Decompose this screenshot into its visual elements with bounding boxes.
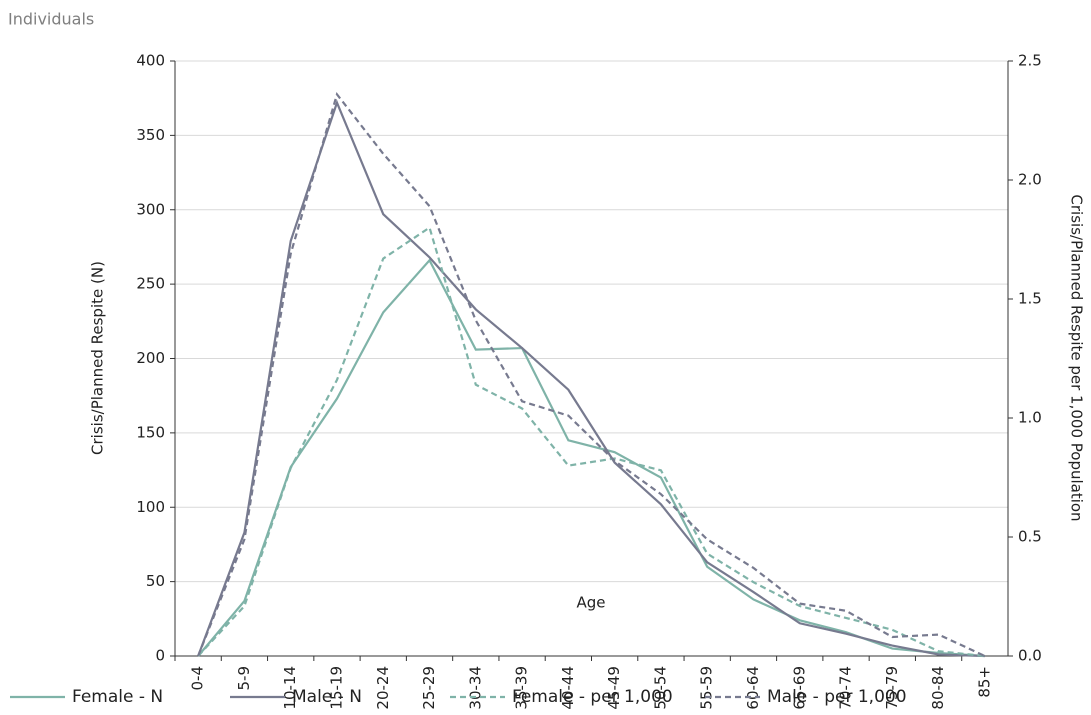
- legend-label: Female - N: [72, 687, 163, 707]
- y2-tick-label: 1.0: [1018, 409, 1042, 427]
- y-tick-label: 400: [136, 52, 165, 70]
- x-tick-label: 0-4: [189, 666, 207, 691]
- y-tick-label: 100: [136, 498, 165, 516]
- y-tick-label: 50: [146, 572, 165, 590]
- y-tick-label: 250: [136, 275, 165, 293]
- x-tick-label: 80-84: [929, 666, 947, 710]
- x-tick-label: 35-39: [513, 666, 531, 710]
- y-tick-label: 200: [136, 349, 165, 367]
- x-tick-label: 5-9: [235, 666, 253, 691]
- legend-label: Female - per 1,000: [512, 687, 673, 707]
- x-tick-label: 40-44: [559, 666, 577, 710]
- y-tick-label: 0: [155, 647, 165, 665]
- y2-tick-label: 1.5: [1018, 290, 1042, 308]
- y2-tick-label: 2.5: [1018, 52, 1042, 70]
- x-tick-label: 25-29: [420, 666, 438, 710]
- x-axis-label: Age: [576, 594, 605, 612]
- x-tick-label: 55-59: [698, 666, 716, 710]
- x-tick-label: 60-64: [744, 666, 762, 710]
- y-tick-label: 300: [136, 200, 165, 218]
- x-tick-label: 85+: [975, 666, 993, 698]
- x-tick-label: 45-49: [605, 666, 623, 710]
- y2-tick-label: 2.0: [1018, 171, 1042, 189]
- y-tick-label: 350: [136, 126, 165, 144]
- legend-label: Male - per 1,000: [767, 687, 907, 707]
- x-tick-label: 20-24: [374, 666, 392, 710]
- y-tick-label: 150: [136, 423, 165, 441]
- y-axis-label: Crisis/Planned Respite (N): [89, 261, 107, 455]
- y2-tick-label: 0.0: [1018, 647, 1042, 665]
- x-tick-label: 70-74: [837, 666, 855, 710]
- series-line: [197, 225, 985, 658]
- x-tick-label: 10-14: [281, 666, 299, 710]
- x-tick-label: 75-79: [883, 666, 901, 710]
- x-tick-label: 15-19: [327, 666, 345, 710]
- y2-tick-label: 0.5: [1018, 528, 1042, 546]
- y2-axis-label: Crisis/Planned Respite per 1,000 Populat…: [1068, 194, 1086, 521]
- x-tick-label: 50-54: [651, 666, 669, 710]
- x-tick-label: 65-69: [790, 666, 808, 710]
- series-line: [197, 99, 985, 658]
- chart-title: Individuals: [8, 10, 94, 29]
- series-line: [197, 91, 986, 657]
- legend-label: Male - N: [292, 687, 362, 707]
- x-tick-label: 30-34: [466, 666, 484, 710]
